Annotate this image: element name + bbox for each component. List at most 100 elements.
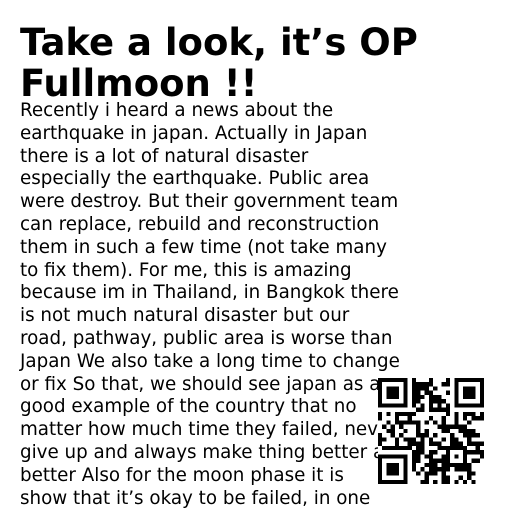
qr-module xyxy=(433,467,438,472)
qr-module xyxy=(471,471,476,476)
qr-module xyxy=(441,479,446,484)
qr-module xyxy=(416,441,421,446)
qr-module xyxy=(467,394,472,400)
qr-module xyxy=(403,454,408,459)
qr-module xyxy=(378,378,383,383)
qr-module xyxy=(437,399,442,404)
qr-module xyxy=(471,403,476,408)
qr-module xyxy=(416,458,421,463)
qr-module xyxy=(441,458,446,463)
qr-module xyxy=(386,394,391,400)
qr-module xyxy=(416,424,421,429)
qr-module xyxy=(411,454,417,459)
qr-module xyxy=(428,437,434,442)
qr-module xyxy=(411,382,417,387)
qr-module xyxy=(445,475,451,480)
qr-module xyxy=(416,420,421,425)
qr-module xyxy=(378,403,383,408)
qr-module xyxy=(378,441,383,446)
body-line: to fix them). For me, this is amazing xyxy=(20,259,352,281)
qr-module xyxy=(416,454,421,459)
qr-module xyxy=(437,458,442,463)
qr-module xyxy=(416,445,421,451)
qr-module xyxy=(390,394,395,400)
qr-module xyxy=(416,471,421,476)
qr-module xyxy=(475,378,480,383)
qr-module xyxy=(411,450,417,455)
qr-module xyxy=(467,475,472,480)
qr-module xyxy=(378,475,383,480)
qr-module xyxy=(462,428,468,434)
qr-module xyxy=(462,378,468,383)
qr-module xyxy=(394,411,400,417)
body-line: earthquake in japan. Actually in Japan xyxy=(20,122,368,144)
qr-module xyxy=(454,420,459,425)
qr-module xyxy=(390,390,395,395)
qr-module xyxy=(458,428,463,434)
qr-module xyxy=(403,382,408,387)
qr-module xyxy=(471,441,476,446)
qr-module xyxy=(420,441,425,446)
qr-module xyxy=(390,454,395,459)
qr-module xyxy=(454,378,459,383)
qr-module xyxy=(390,479,395,484)
qr-module xyxy=(386,403,391,408)
qr-module xyxy=(458,441,463,446)
qr-module xyxy=(428,403,434,408)
qr-module xyxy=(416,394,421,400)
qr-module xyxy=(386,467,391,472)
qr-module xyxy=(428,458,434,463)
qr-module xyxy=(411,394,417,400)
qr-module xyxy=(467,433,472,438)
qr-module xyxy=(479,450,484,455)
qr-module xyxy=(445,445,451,451)
qr-module xyxy=(399,378,404,383)
qr-module xyxy=(450,424,455,429)
body-line: them in such a few time (not take many xyxy=(20,236,387,258)
qr-module xyxy=(428,382,434,387)
qr-module xyxy=(378,394,383,400)
qr-module xyxy=(467,378,472,383)
qr-module xyxy=(450,445,455,451)
qr-module xyxy=(471,433,476,438)
qr-module xyxy=(403,411,408,417)
qr-module xyxy=(407,411,412,417)
qr-module xyxy=(411,403,417,408)
qr-module xyxy=(394,403,400,408)
qr-module xyxy=(471,378,476,383)
qr-module xyxy=(407,420,412,425)
qr-module xyxy=(386,411,391,417)
qr-module xyxy=(441,467,446,472)
qr-module xyxy=(424,428,429,434)
qr-module xyxy=(471,390,476,395)
qr-module xyxy=(386,479,391,484)
qr-module xyxy=(441,420,446,425)
qr-module xyxy=(428,416,434,421)
qr-module xyxy=(382,424,387,429)
qr-module xyxy=(458,378,463,383)
qr-code-icon[interactable] xyxy=(378,378,484,484)
body-line: Recently i heard a news about the xyxy=(20,100,334,121)
body-line: Japan We also take a long time to change xyxy=(20,350,400,372)
qr-module xyxy=(428,450,434,455)
qr-module xyxy=(454,416,459,421)
qr-module xyxy=(437,424,442,429)
article-title: Take a look, it’s OP Fullmoon !! xyxy=(20,22,418,104)
qr-module xyxy=(445,390,451,395)
qr-module xyxy=(445,407,451,412)
qr-module xyxy=(428,454,434,459)
qr-module xyxy=(458,462,463,468)
qr-module xyxy=(399,420,404,425)
qr-module xyxy=(462,450,468,455)
qr-module xyxy=(428,390,434,395)
qr-module xyxy=(378,411,383,417)
body-line: is not much natural disaster but our xyxy=(20,305,350,327)
qr-module xyxy=(416,390,421,395)
qr-module xyxy=(445,450,451,455)
qr-module xyxy=(378,382,383,387)
qr-module xyxy=(411,467,417,472)
qr-module xyxy=(475,445,480,451)
qr-module xyxy=(416,382,421,387)
qr-module xyxy=(445,467,451,472)
qr-module xyxy=(411,390,417,395)
